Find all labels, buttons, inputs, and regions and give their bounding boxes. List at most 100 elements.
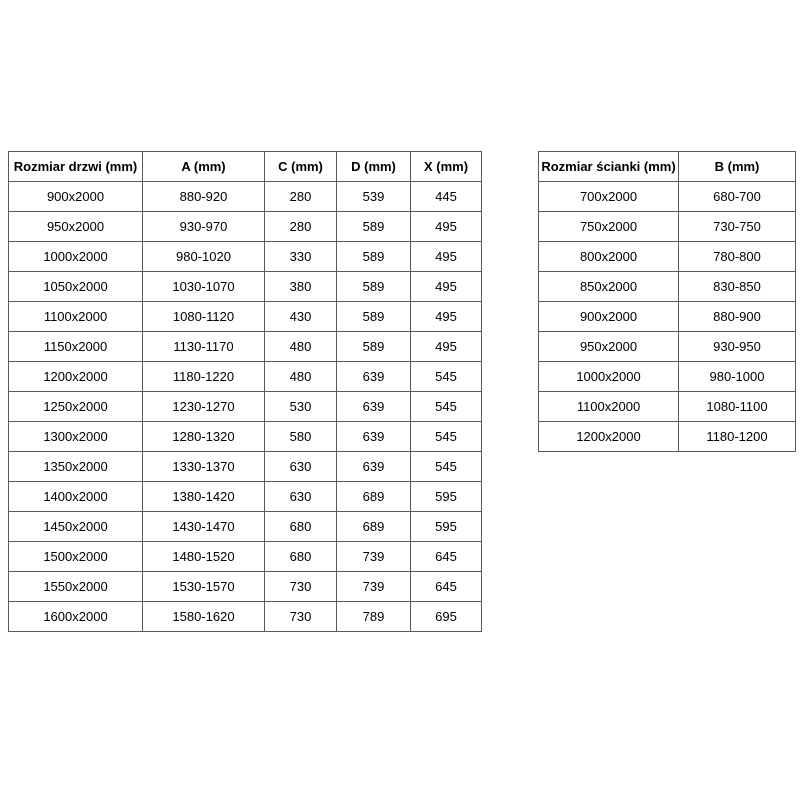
table-row: 1350x2000 1330-1370 630 639 545 [8, 451, 482, 482]
table-cell: 580 [264, 421, 337, 452]
table-cell: 545 [410, 421, 482, 452]
table-cell: 645 [410, 541, 482, 572]
door-dimensions-table: Rozmiar drzwi (mm) A (mm) C (mm) D (mm) X (m… [8, 151, 482, 632]
table-cell: 680 [264, 541, 337, 572]
table-cell: 1000x2000 [8, 241, 143, 272]
table-cell: 739 [336, 571, 411, 602]
table-cell: 950x2000 [538, 331, 679, 362]
table-cell: 589 [336, 271, 411, 302]
table-cell: 1580-1620 [142, 601, 265, 632]
table-row: 1550x2000 1530-1570 730 739 645 [8, 571, 482, 602]
table-cell: 1000x2000 [538, 361, 679, 392]
table-row: 1050x2000 1030-1070 380 589 495 [8, 271, 482, 302]
table-cell: 1100x2000 [8, 301, 143, 332]
table-cell: 1180-1220 [142, 361, 265, 392]
table-cell: 495 [410, 241, 482, 272]
table-cell: 930-970 [142, 211, 265, 242]
table-cell: 850x2000 [538, 271, 679, 302]
door-table-body: 900x2000 880-920 280 539 445 950x2000 930-970 2… [8, 181, 482, 632]
door-table-header-row: Rozmiar drzwi (mm) A (mm) C (mm) D (mm) X (m… [8, 151, 482, 182]
table-cell: 645 [410, 571, 482, 602]
table-cell: 430 [264, 301, 337, 332]
table-cell: 1080-1100 [678, 391, 796, 422]
table-cell: 1300x2000 [8, 421, 143, 452]
table-cell: 589 [336, 211, 411, 242]
table-cell: 800x2000 [538, 241, 679, 272]
table-cell: 695 [410, 601, 482, 632]
table-cell: 1180-1200 [678, 421, 796, 452]
table-cell: 639 [336, 391, 411, 422]
table-cell: 1100x2000 [538, 391, 679, 422]
table-row: 950x2000 930-970 280 589 495 [8, 211, 482, 242]
table-row: 1600x2000 1580-1620 730 789 695 [8, 601, 482, 632]
table-cell: 480 [264, 331, 337, 362]
table-cell: 1450x2000 [8, 511, 143, 542]
table-cell: 1050x2000 [8, 271, 143, 302]
table-cell: 1280-1320 [142, 421, 265, 452]
table-cell: 1400x2000 [8, 481, 143, 512]
table-cell: 639 [336, 421, 411, 452]
table-cell: 639 [336, 361, 411, 392]
table-cell: 1130-1170 [142, 331, 265, 362]
table-cell: 789 [336, 601, 411, 632]
table-cell: 595 [410, 481, 482, 512]
wall-table-body: 700x2000 680-700 750x2000 730-750 800x2000 78… [538, 181, 796, 452]
table-row: 1100x2000 1080-1120 430 589 495 [8, 301, 482, 332]
table-cell: 589 [336, 301, 411, 332]
table-row: 1400x2000 1380-1420 630 689 595 [8, 481, 482, 512]
table-cell: 689 [336, 511, 411, 542]
table-cell: 639 [336, 451, 411, 482]
table-row: 1200x2000 1180-1200 [538, 421, 796, 452]
table-cell: 630 [264, 481, 337, 512]
table-row: 800x2000 780-800 [538, 241, 796, 272]
table-cell: 495 [410, 331, 482, 362]
table-cell: 980-1000 [678, 361, 796, 392]
table-row: 1100x2000 1080-1100 [538, 391, 796, 422]
table-row: 850x2000 830-850 [538, 271, 796, 302]
table-cell: 689 [336, 481, 411, 512]
column-header: Rozmiar ścianki (mm) [538, 151, 679, 182]
table-cell: 1250x2000 [8, 391, 143, 422]
column-header: X (mm) [410, 151, 482, 182]
table-cell: 780-800 [678, 241, 796, 272]
table-cell: 1230-1270 [142, 391, 265, 422]
table-cell: 445 [410, 181, 482, 212]
table-cell: 1530-1570 [142, 571, 265, 602]
table-cell: 530 [264, 391, 337, 422]
table-cell: 1550x2000 [8, 571, 143, 602]
wall-dimensions-table: Rozmiar ścianki (mm) B (mm) 700x2000 680-7… [538, 151, 796, 452]
table-cell: 330 [264, 241, 337, 272]
table-cell: 700x2000 [538, 181, 679, 212]
table-row: 1450x2000 1430-1470 680 689 595 [8, 511, 482, 542]
table-cell: 1350x2000 [8, 451, 143, 482]
table-cell: 680-700 [678, 181, 796, 212]
column-header: Rozmiar drzwi (mm) [8, 151, 143, 182]
table-cell: 589 [336, 331, 411, 362]
column-header: B (mm) [678, 151, 796, 182]
table-cell: 880-920 [142, 181, 265, 212]
table-row: 1200x2000 1180-1220 480 639 545 [8, 361, 482, 392]
table-cell: 1600x2000 [8, 601, 143, 632]
table-cell: 680 [264, 511, 337, 542]
wall-table-header-row: Rozmiar ścianki (mm) B (mm) [538, 151, 796, 182]
table-row: 1500x2000 1480-1520 680 739 645 [8, 541, 482, 572]
table-cell: 980-1020 [142, 241, 265, 272]
table-cell: 1080-1120 [142, 301, 265, 332]
table-cell: 280 [264, 211, 337, 242]
table-cell: 595 [410, 511, 482, 542]
table-row: 750x2000 730-750 [538, 211, 796, 242]
table-row: 700x2000 680-700 [538, 181, 796, 212]
table-cell: 495 [410, 211, 482, 242]
table-cell: 545 [410, 451, 482, 482]
table-cell: 1480-1520 [142, 541, 265, 572]
table-cell: 730 [264, 571, 337, 602]
table-row: 1300x2000 1280-1320 580 639 545 [8, 421, 482, 452]
table-cell: 730 [264, 601, 337, 632]
table-cell: 830-850 [678, 271, 796, 302]
table-cell: 1030-1070 [142, 271, 265, 302]
table-cell: 730-750 [678, 211, 796, 242]
column-header: C (mm) [264, 151, 337, 182]
table-cell: 1430-1470 [142, 511, 265, 542]
table-cell: 1380-1420 [142, 481, 265, 512]
table-cell: 630 [264, 451, 337, 482]
